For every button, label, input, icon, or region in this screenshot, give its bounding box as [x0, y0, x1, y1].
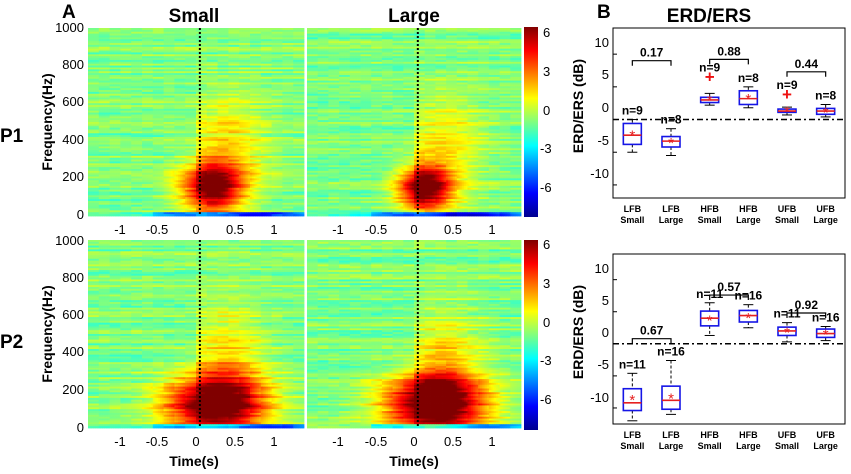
erd-ers-figure: A B Small Large ERD/ERS P1 P2 Frequency(… [0, 0, 851, 474]
row-label-p1: P1 [0, 126, 24, 147]
row-label-p2: P2 [0, 332, 23, 353]
title-small: Small [169, 6, 220, 27]
erd-ers-title: ERD/ERS [667, 6, 751, 27]
panel-label-b: B [597, 2, 611, 23]
title-large: Large [388, 6, 440, 27]
ylabel-p1: Frequency(Hz) [39, 73, 55, 170]
heatmap-p1-small [88, 28, 304, 216]
ylabel-p2: Frequency(Hz) [39, 285, 55, 382]
